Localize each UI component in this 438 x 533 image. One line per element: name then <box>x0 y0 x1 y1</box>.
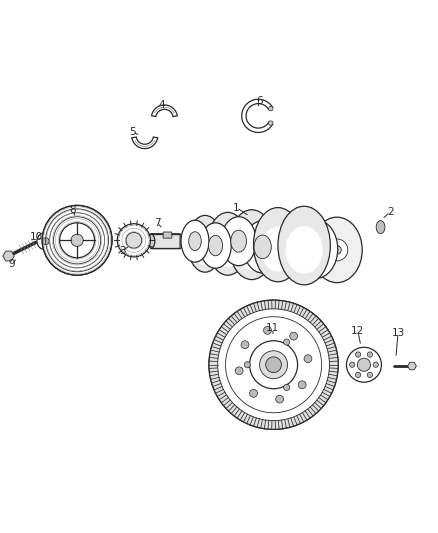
Ellipse shape <box>189 232 201 251</box>
Ellipse shape <box>286 227 322 273</box>
Circle shape <box>290 332 297 340</box>
Text: 4: 4 <box>158 100 165 110</box>
Text: 1: 1 <box>233 203 240 213</box>
Circle shape <box>241 341 249 349</box>
Ellipse shape <box>278 206 330 285</box>
Ellipse shape <box>231 230 247 252</box>
Circle shape <box>304 355 312 362</box>
Circle shape <box>356 373 360 377</box>
Circle shape <box>298 381 306 389</box>
Ellipse shape <box>376 221 385 234</box>
Ellipse shape <box>208 236 223 256</box>
Circle shape <box>326 239 348 261</box>
Text: 8: 8 <box>69 205 76 215</box>
Circle shape <box>268 121 273 125</box>
Ellipse shape <box>292 220 338 279</box>
Ellipse shape <box>229 210 275 280</box>
Circle shape <box>367 352 372 357</box>
Circle shape <box>42 205 112 275</box>
FancyBboxPatch shape <box>151 234 180 248</box>
Text: 13: 13 <box>392 328 405 338</box>
Circle shape <box>266 357 282 373</box>
Circle shape <box>346 348 381 382</box>
Ellipse shape <box>268 214 310 271</box>
Circle shape <box>71 234 83 246</box>
Text: 5: 5 <box>129 127 136 137</box>
Ellipse shape <box>148 234 155 248</box>
Circle shape <box>42 238 49 245</box>
Circle shape <box>284 339 290 345</box>
Ellipse shape <box>193 231 217 265</box>
Ellipse shape <box>261 227 295 271</box>
Text: 12: 12 <box>351 326 364 336</box>
Ellipse shape <box>254 207 302 282</box>
Circle shape <box>332 246 341 254</box>
Circle shape <box>37 232 54 250</box>
Ellipse shape <box>279 230 298 255</box>
Ellipse shape <box>311 217 362 282</box>
Ellipse shape <box>305 236 325 262</box>
Ellipse shape <box>236 228 268 270</box>
Circle shape <box>268 107 273 111</box>
Circle shape <box>284 384 290 391</box>
Circle shape <box>235 367 243 375</box>
Text: 2: 2 <box>387 207 393 217</box>
Text: 7: 7 <box>154 218 160 228</box>
Circle shape <box>260 351 288 379</box>
Circle shape <box>209 300 338 430</box>
Circle shape <box>350 362 355 367</box>
Ellipse shape <box>200 223 231 268</box>
Ellipse shape <box>214 229 242 267</box>
Text: 11: 11 <box>265 324 279 334</box>
Ellipse shape <box>244 221 282 273</box>
Text: 6: 6 <box>256 95 262 106</box>
Ellipse shape <box>221 217 256 265</box>
Circle shape <box>357 358 371 372</box>
Text: 3: 3 <box>119 246 125 256</box>
Ellipse shape <box>181 220 209 262</box>
Circle shape <box>117 224 150 257</box>
Circle shape <box>373 362 378 367</box>
Circle shape <box>367 373 372 377</box>
Ellipse shape <box>254 235 271 259</box>
Text: 10: 10 <box>30 232 43 242</box>
FancyBboxPatch shape <box>163 232 172 238</box>
Ellipse shape <box>208 212 248 275</box>
Circle shape <box>126 232 142 248</box>
Text: 9: 9 <box>8 260 15 269</box>
Ellipse shape <box>187 215 223 272</box>
Circle shape <box>264 326 272 334</box>
Circle shape <box>276 395 283 403</box>
Circle shape <box>244 362 251 368</box>
Circle shape <box>250 390 258 397</box>
Circle shape <box>356 352 360 357</box>
